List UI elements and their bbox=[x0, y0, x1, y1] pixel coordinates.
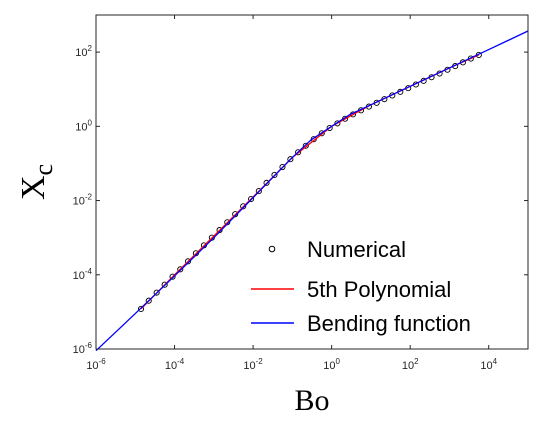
data-point bbox=[318, 130, 325, 137]
data-point bbox=[137, 305, 145, 313]
data-point bbox=[263, 179, 270, 186]
legend-swatch-circle bbox=[268, 245, 276, 253]
series-layer bbox=[95, 30, 529, 352]
legend-label: 5th Polynomial bbox=[307, 277, 451, 302]
data-point bbox=[334, 120, 341, 127]
legend-label: Numerical bbox=[307, 237, 406, 262]
x-tick-label: 102 bbox=[402, 357, 419, 372]
data-point bbox=[169, 273, 176, 280]
data-point bbox=[153, 289, 160, 296]
x-tick-label: 100 bbox=[323, 357, 340, 372]
series-line-bending-function bbox=[95, 30, 529, 352]
data-point bbox=[161, 281, 168, 288]
legend-item-bending-function: Bending function bbox=[251, 311, 471, 336]
data-point bbox=[240, 203, 247, 210]
y-tick-label: 10-6 bbox=[73, 341, 93, 356]
y-axis-title-main: X bbox=[15, 175, 52, 200]
data-point bbox=[248, 195, 255, 203]
data-point bbox=[184, 258, 192, 265]
plot-background bbox=[96, 15, 528, 349]
legend-item-5th-polynomial: 5th Polynomial bbox=[251, 277, 451, 302]
data-point bbox=[279, 163, 286, 171]
y-axis-title: Xc bbox=[15, 164, 58, 200]
x-tick-label: 104 bbox=[480, 357, 497, 372]
data-point bbox=[287, 156, 294, 163]
x-tick-label: 10-6 bbox=[86, 357, 106, 372]
x-tick-label: 10-4 bbox=[165, 357, 185, 372]
plot-frame bbox=[95, 14, 529, 350]
y-tick-label: 10-4 bbox=[73, 267, 93, 282]
data-point bbox=[295, 149, 302, 156]
y-tick-label: 100 bbox=[75, 118, 92, 133]
legend-item-numerical: Numerical bbox=[268, 237, 406, 262]
data-point bbox=[255, 188, 262, 195]
x-tick-label: 10-2 bbox=[243, 357, 263, 372]
data-point bbox=[177, 266, 184, 273]
y-axis-title-sub: c bbox=[29, 164, 58, 176]
y-tick-label: 102 bbox=[75, 44, 92, 59]
legend-label: Bending function bbox=[307, 311, 471, 336]
x-axis-ticks: 10-6 10-4 10-2 100 102 104 bbox=[86, 15, 498, 372]
data-point bbox=[326, 124, 333, 132]
x-axis-title: Bo bbox=[294, 384, 329, 417]
y-axis-ticks: 10-6 10-4 10-2 100 102 bbox=[73, 44, 528, 356]
y-tick-label: 10-2 bbox=[73, 193, 93, 208]
data-point bbox=[145, 297, 152, 304]
data-point bbox=[302, 142, 309, 149]
data-point bbox=[271, 171, 278, 178]
legend: Numerical 5th Polynomial Bending function bbox=[251, 237, 471, 336]
